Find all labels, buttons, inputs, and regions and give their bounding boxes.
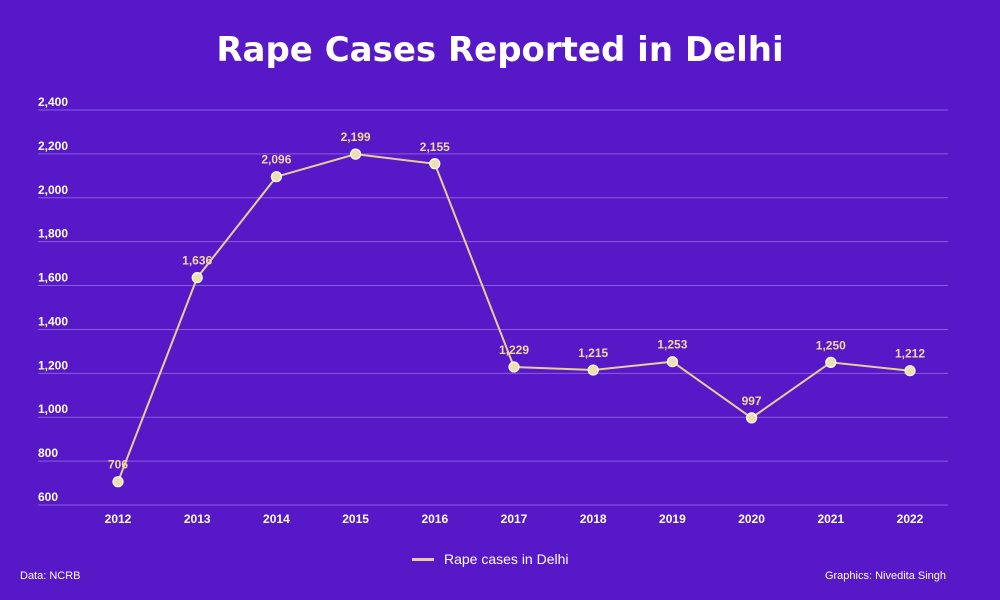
data-label: 2,096 — [261, 153, 291, 167]
data-label: 2,155 — [420, 140, 450, 154]
y-tick-label: 1,000 — [38, 402, 68, 416]
legend-swatch — [412, 557, 434, 561]
y-tick-label: 1,400 — [38, 314, 68, 328]
y-tick-label: 1,800 — [38, 227, 68, 241]
legend: Rape cases in Delhi — [412, 551, 569, 567]
data-point — [270, 171, 282, 183]
data-point — [191, 272, 203, 284]
data-labels: 706 1,636 2,096 2,199 2,155 1,229 1,215 1,253 99… — [108, 130, 925, 472]
data-point — [745, 412, 758, 424]
chart-title: Rape Cases Reported in Delhi — [216, 30, 784, 70]
x-tick-label: 2020 — [738, 512, 765, 526]
data-point — [904, 365, 916, 377]
grid-lines — [38, 109, 948, 506]
y-tick-label: 2,000 — [38, 183, 68, 197]
data-label: 1,636 — [182, 254, 212, 268]
data-point — [825, 356, 837, 368]
series-line — [117, 153, 911, 483]
x-tick-label: 2019 — [659, 512, 686, 526]
x-tick-label: 2018 — [580, 512, 607, 526]
data-label: 997 — [742, 394, 762, 408]
x-tick-label: 2016 — [421, 512, 448, 526]
y-tick-label: 1,200 — [38, 358, 68, 372]
data-point — [112, 476, 124, 488]
y-tick-label: 1,600 — [38, 271, 68, 285]
series-rape-cases — [112, 148, 916, 488]
data-label: 1,253 — [657, 338, 687, 352]
x-tick-label: 2014 — [263, 512, 290, 526]
y-tick-label: 600 — [38, 490, 58, 504]
data-label: 1,229 — [499, 343, 529, 357]
data-point — [508, 361, 520, 373]
data-label: 706 — [108, 458, 128, 472]
y-tick-label: 2,400 — [38, 95, 68, 109]
x-tick-label: 2022 — [897, 512, 924, 526]
y-tick-label: 2,200 — [38, 139, 68, 153]
data-label: 1,215 — [578, 346, 608, 360]
legend-label: Rape cases in Delhi — [444, 551, 569, 567]
data-source: Data: NCRB — [20, 570, 81, 582]
data-point — [587, 364, 599, 376]
data-label: 1,212 — [895, 347, 925, 361]
graphics-credit: Graphics: Nivedita Singh — [824, 570, 946, 582]
data-label: 1,250 — [816, 338, 846, 352]
y-tick-label: 800 — [38, 446, 58, 460]
x-tick-label: 2013 — [184, 512, 211, 526]
data-point — [666, 356, 679, 368]
data-point — [429, 158, 441, 170]
x-axis-ticks: 2012 2013 2014 2015 2016 2017 2018 2019 2020 2021… — [105, 512, 924, 526]
x-tick-label: 2017 — [501, 512, 528, 526]
x-tick-label: 2012 — [105, 512, 132, 526]
y-axis-ticks: 600 800 1,000 1,200 1,400 1,600 1,800 2,000 2,20… — [38, 95, 68, 504]
x-tick-label: 2021 — [817, 512, 844, 526]
data-label: 2,199 — [341, 130, 371, 144]
data-point — [350, 148, 362, 160]
x-tick-label: 2015 — [342, 512, 369, 526]
